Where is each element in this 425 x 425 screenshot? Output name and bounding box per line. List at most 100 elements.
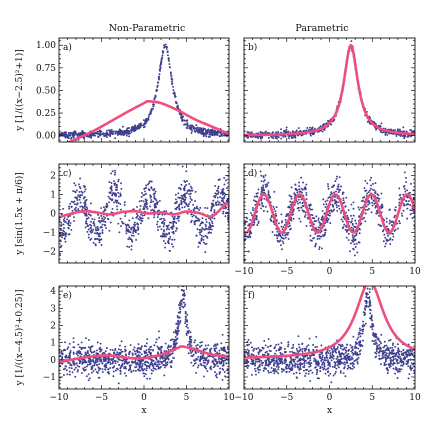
scatter-point bbox=[137, 343, 140, 346]
scatter-point bbox=[145, 369, 148, 372]
scatter-point bbox=[371, 201, 374, 204]
scatter-point bbox=[213, 209, 216, 211]
scatter-point bbox=[190, 352, 193, 354]
scatter-point bbox=[326, 221, 329, 223]
scatter-point bbox=[138, 200, 141, 203]
scatter-point bbox=[94, 361, 97, 364]
scatter-point bbox=[214, 184, 217, 187]
scatter-point bbox=[358, 227, 361, 230]
scatter-point bbox=[347, 239, 350, 241]
scatter-point bbox=[144, 360, 147, 363]
scatter-point bbox=[366, 120, 369, 123]
scatter-point bbox=[398, 198, 401, 201]
scatter-point bbox=[182, 194, 185, 197]
scatter-point bbox=[204, 251, 207, 254]
scatter-point bbox=[191, 124, 194, 127]
scatter-point bbox=[309, 133, 312, 136]
scatter-point bbox=[189, 201, 192, 203]
scatter-point bbox=[353, 225, 356, 228]
scatter-point bbox=[101, 361, 104, 364]
scatter-point bbox=[84, 185, 86, 188]
scatter-point bbox=[149, 348, 152, 351]
scatter-point bbox=[176, 333, 179, 336]
scatter-point bbox=[133, 346, 136, 349]
scatter-point bbox=[393, 230, 396, 232]
scatter-point bbox=[143, 188, 146, 190]
scatter-point bbox=[355, 242, 358, 245]
scatter-point bbox=[134, 231, 137, 234]
scatter-point bbox=[115, 183, 118, 186]
scatter-point bbox=[113, 352, 116, 355]
scatter-point bbox=[135, 126, 138, 129]
scatter-point bbox=[86, 363, 89, 366]
scatter-point bbox=[119, 203, 122, 205]
scatter-point bbox=[117, 178, 120, 181]
scatter-point bbox=[289, 195, 292, 198]
scatter-point bbox=[225, 357, 228, 360]
scatter-point bbox=[195, 234, 198, 237]
scatter-point bbox=[377, 214, 380, 217]
scatter-point bbox=[65, 369, 68, 372]
scatter-point bbox=[100, 238, 103, 241]
scatter-point bbox=[77, 208, 80, 210]
scatter-point bbox=[82, 197, 85, 200]
scatter-point bbox=[410, 182, 412, 185]
scatter-point bbox=[140, 359, 143, 362]
scatter-point bbox=[272, 205, 275, 208]
scatter-point bbox=[394, 214, 397, 217]
scatter-point bbox=[305, 198, 308, 201]
scatter-point bbox=[195, 344, 198, 347]
scatter-point bbox=[301, 201, 304, 204]
scatter-point bbox=[67, 215, 70, 218]
scatter-point bbox=[314, 245, 317, 248]
scatter-point bbox=[327, 183, 329, 185]
scatter-point bbox=[131, 217, 134, 220]
scatter-point bbox=[318, 248, 321, 251]
scatter-point bbox=[296, 189, 299, 192]
scatter-point bbox=[147, 361, 150, 364]
scatter-point bbox=[207, 344, 210, 347]
scatter-point bbox=[314, 232, 317, 235]
scatter-point bbox=[107, 368, 110, 371]
scatter-point bbox=[144, 373, 147, 376]
scatter-point bbox=[316, 237, 319, 240]
scatter-point bbox=[384, 236, 387, 239]
scatter-point bbox=[97, 366, 100, 369]
scatter-point bbox=[391, 238, 394, 241]
scatter-point bbox=[143, 203, 146, 206]
panel-letter: d) bbox=[248, 168, 257, 179]
scatter-point bbox=[104, 216, 107, 219]
scatter-point bbox=[371, 204, 374, 207]
scatter-point bbox=[248, 232, 251, 235]
scatter-point bbox=[60, 229, 63, 232]
scatter-point bbox=[164, 246, 166, 249]
scatter-point bbox=[160, 217, 163, 220]
scatter-point bbox=[373, 189, 376, 192]
scatter-point bbox=[160, 61, 163, 64]
scatter-point bbox=[72, 362, 75, 365]
scatter-point bbox=[139, 222, 142, 225]
scatter-point bbox=[260, 190, 263, 193]
scatter-point bbox=[114, 347, 117, 350]
scatter-point bbox=[112, 132, 115, 135]
scatter-point bbox=[150, 369, 153, 371]
scatter-point bbox=[168, 231, 171, 234]
scatter-point bbox=[185, 126, 188, 129]
scatter-point bbox=[183, 206, 186, 208]
scatter-point bbox=[308, 128, 310, 131]
scatter-point bbox=[223, 183, 226, 186]
scatter-point bbox=[82, 368, 85, 371]
scatter-point bbox=[136, 215, 138, 218]
scatter-point bbox=[145, 349, 148, 351]
scatter-point bbox=[168, 65, 171, 68]
scatter-point bbox=[202, 241, 205, 244]
scatter-point bbox=[214, 374, 217, 377]
scatter-point bbox=[107, 371, 110, 373]
scatter-point bbox=[177, 217, 180, 220]
scatter-point bbox=[281, 228, 284, 231]
scatter-point bbox=[109, 192, 112, 195]
scatter-point bbox=[385, 225, 388, 228]
scatter-point bbox=[199, 131, 202, 134]
scatter-point bbox=[163, 223, 166, 226]
scatter-point bbox=[221, 333, 224, 336]
